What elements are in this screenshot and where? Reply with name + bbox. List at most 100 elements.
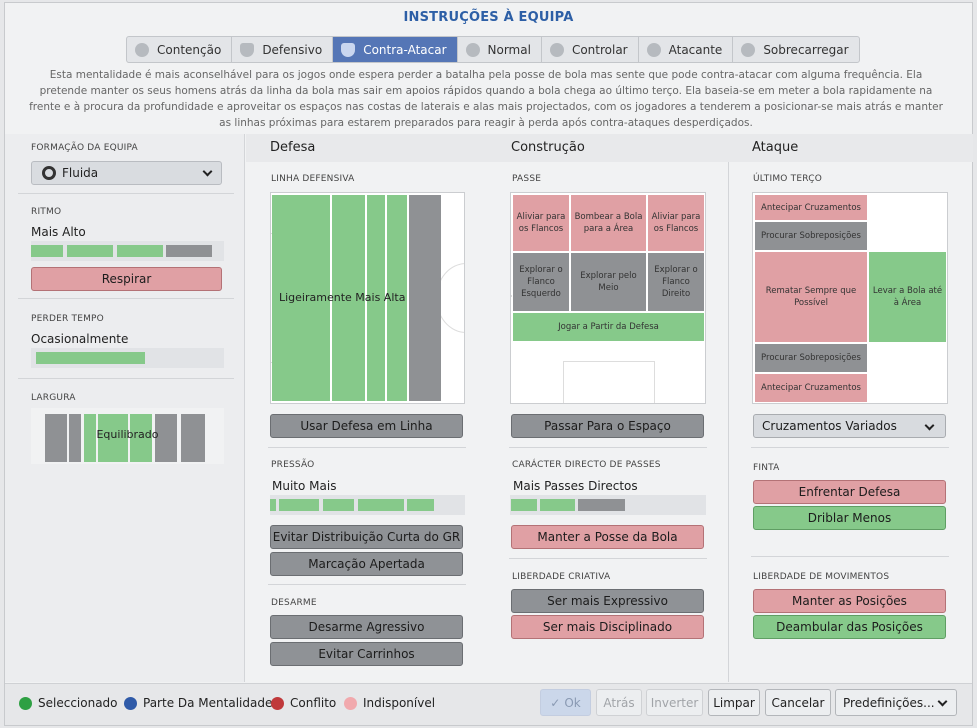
line-bar <box>409 195 441 401</box>
dialog-title: INSTRUÇÕES À EQUIPA <box>403 10 574 25</box>
tab-contra-atacar[interactable]: Contra-Atacar <box>333 37 458 62</box>
clear-button[interactable]: Limpar <box>708 689 760 716</box>
directness-segment <box>578 499 625 511</box>
ok-button[interactable]: ✓ Ok <box>540 689 591 716</box>
final-third-pitch[interactable]: Antecipar Cruzamentos Procurar Sobreposi… <box>752 192 948 404</box>
tab-defensivo[interactable]: Defensivo <box>232 37 334 62</box>
defensive-line-label: LINHA DEFENSIVA <box>271 174 355 184</box>
pitch-line <box>563 361 655 403</box>
attack-icon <box>646 42 661 57</box>
final-third-label: ÚLTIMO TERÇO <box>753 174 822 184</box>
back-button[interactable]: Atrás <box>596 689 642 716</box>
formation-value: Fluida <box>62 166 99 180</box>
chevron-down-icon <box>937 696 948 707</box>
width-bar <box>84 414 96 462</box>
tempo-segment <box>31 245 63 257</box>
divider <box>18 378 234 379</box>
tempo-segment <box>117 245 163 257</box>
tab-sobrecarregar[interactable]: Sobrecarregar <box>733 37 858 62</box>
width-bar <box>69 414 81 462</box>
width-bar <box>45 414 67 462</box>
mentality-tabs: Contenção Defensivo Contra-Atacar Normal… <box>126 36 860 63</box>
run-at-defence-button[interactable]: Enfrentar Defesa <box>753 480 946 504</box>
directness-segment <box>511 499 537 511</box>
width-bar <box>130 414 152 462</box>
formation-label: FORMAÇÃO DA EQUIPA <box>31 143 138 153</box>
cancel-button[interactable]: Cancelar <box>765 689 831 716</box>
dribble-less-button[interactable]: Driblar Menos <box>753 506 946 530</box>
avoid-gk-short-button[interactable]: Evitar Distribuição Curta do GR <box>270 525 463 549</box>
chevron-down-icon <box>924 420 935 431</box>
respirar-button[interactable]: Respirar <box>31 267 222 291</box>
defensive-line-pitch[interactable]: Ligeiramente Mais Alta <box>270 192 465 404</box>
zone-work-ball-into-box[interactable]: Levar a Bola até à Área <box>868 251 947 343</box>
divider <box>509 558 707 559</box>
defence-heading: Defesa <box>270 140 316 155</box>
zone-right-flank[interactable]: Aliviar para os Flancos <box>647 194 705 252</box>
crossing-select[interactable]: Cruzamentos Variados <box>753 414 946 438</box>
zone-explore-left[interactable]: Explorar o Flanco Esquerdo <box>512 252 570 312</box>
line-bar <box>387 195 407 401</box>
retain-possession-button[interactable]: Manter a Posse da Bola <box>511 525 704 549</box>
zone-shoot-on-sight[interactable]: Rematar Sempre que Possível <box>754 251 868 343</box>
zone-left-flank[interactable]: Aliviar para os Flancos <box>512 194 570 252</box>
pressing-label: PRESSÃO <box>271 460 315 470</box>
counter-attack-icon <box>341 42 356 57</box>
legend-mentality: Parte Da Mentalidade <box>124 696 272 710</box>
tempo-slider[interactable] <box>31 241 224 261</box>
hold-position-button[interactable]: Manter as Posições <box>753 589 946 613</box>
divider <box>268 584 466 585</box>
zone-explore-middle[interactable]: Explorar pelo Meio <box>570 252 647 312</box>
pressing-value: Muito Mais <box>272 479 337 493</box>
zone-overlap-top[interactable]: Procurar Sobreposições <box>754 221 868 251</box>
zone-early-cross-top[interactable]: Antecipar Cruzamentos <box>754 194 868 221</box>
width-bar <box>98 414 128 462</box>
pressing-slider[interactable] <box>270 495 465 515</box>
tight-marking-button[interactable]: Marcação Apertada <box>270 552 463 576</box>
tab-controlar[interactable]: Controlar <box>542 37 639 62</box>
check-icon: ✓ <box>550 695 561 710</box>
zone-overlap-bottom[interactable]: Procurar Sobreposições <box>754 343 868 373</box>
column-divider <box>728 162 729 682</box>
timewasting-label: PERDER TEMPO <box>31 314 104 324</box>
divider <box>18 298 234 299</box>
invert-button[interactable]: Inverter <box>646 689 703 716</box>
dribbling-label: FINTA <box>753 463 780 473</box>
zone-center-area[interactable]: Bombear a Bola para a Área <box>570 194 647 252</box>
zone-early-cross-bottom[interactable]: Antecipar Cruzamentos <box>754 373 868 403</box>
zone-play-from-back[interactable]: Jogar a Partir da Defesa <box>512 312 705 342</box>
more-disciplined-button[interactable]: Ser mais Disciplinado <box>511 615 704 639</box>
aggressive-tackle-button[interactable]: Desarme Agressivo <box>270 615 463 639</box>
tab-contencao[interactable]: Contenção <box>127 37 233 62</box>
timewasting-segment <box>36 352 145 364</box>
more-expressive-button[interactable]: Ser mais Expressivo <box>511 589 704 613</box>
formation-select[interactable]: Fluida <box>31 161 222 185</box>
timewasting-slider[interactable] <box>31 348 224 368</box>
zone-explore-right[interactable]: Explorar o Flanco Direito <box>647 252 705 312</box>
roam-from-positions-button[interactable]: Deambular das Posições <box>753 615 946 639</box>
avoid-slide-button[interactable]: Evitar Carrinhos <box>270 642 463 666</box>
directness-value: Mais Passes Directos <box>513 479 638 493</box>
mentality-description: Esta mentalidade é mais aconselhável par… <box>29 69 943 129</box>
red-dot-icon <box>271 696 284 710</box>
shield-icon <box>240 42 255 57</box>
width-bar <box>181 414 205 462</box>
pressing-segment <box>407 499 434 511</box>
divider <box>509 447 707 448</box>
tempo-segment <box>67 245 113 257</box>
passing-pitch[interactable]: Aliviar para os Flancos Bombear a Bola p… <box>510 192 706 404</box>
tab-normal[interactable]: Normal <box>458 37 542 62</box>
directness-label: CARÁCTER DIRECTO DE PASSES <box>512 460 661 470</box>
tab-atacante[interactable]: Atacante <box>639 37 734 62</box>
presets-button[interactable]: Predefinições... <box>835 689 957 716</box>
width-pitch[interactable]: Equilibrado <box>31 408 224 464</box>
pink-dot-icon <box>344 696 357 710</box>
normal-icon <box>465 42 480 57</box>
divider <box>751 556 949 557</box>
line-bar <box>367 195 385 401</box>
divider <box>18 193 234 194</box>
divider <box>751 447 949 448</box>
directness-slider[interactable] <box>510 495 706 515</box>
pass-into-space-button[interactable]: Passar Para o Espaço <box>511 414 704 438</box>
defensive-line-button[interactable]: Usar Defesa em Linha <box>270 414 463 438</box>
